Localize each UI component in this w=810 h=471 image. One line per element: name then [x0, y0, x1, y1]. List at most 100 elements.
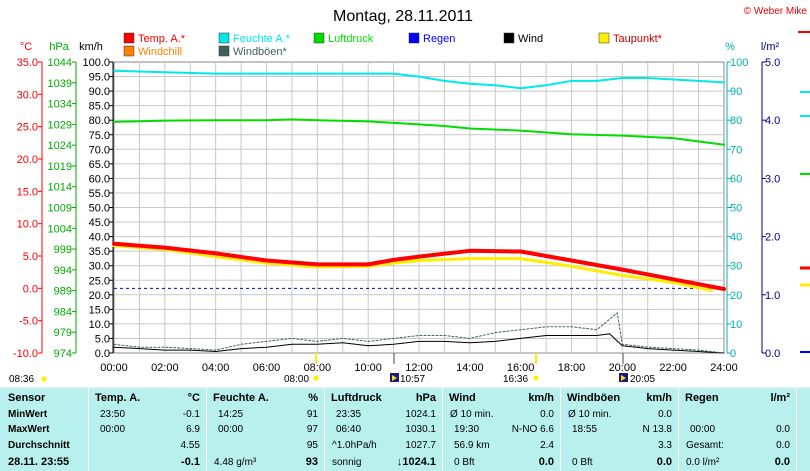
stats-cell: 0 Bft	[454, 457, 475, 468]
stats-cell: 6.9	[186, 424, 200, 435]
stats-cell: 2.4	[540, 440, 554, 451]
sun-icon-3	[533, 375, 539, 381]
moonset-label: 20:05	[630, 374, 655, 385]
stats-col-header: Feuchte A.	[213, 392, 269, 404]
stats-col-unit: %	[308, 392, 318, 404]
stats-cell: 1030.1	[405, 424, 436, 435]
series-layer	[112, 69, 726, 354]
stats-row-label: MinWert	[8, 409, 48, 420]
stats-cell: 0.0	[656, 456, 672, 468]
stats-col-header: Luftdruck	[331, 392, 382, 404]
pressure-tick-label: 989	[54, 286, 72, 298]
series-taupunkt	[112, 244, 713, 292]
wind-tick-label: 40.0	[89, 232, 110, 244]
stats-cell: Gesamt:	[686, 440, 724, 451]
stats-col-unit: °C	[187, 392, 200, 404]
series-feuchte-a	[113, 69, 725, 90]
stats-cell: ↓1024.1	[396, 456, 436, 468]
wind-tick-label: 90.0	[89, 86, 110, 98]
stats-cell: 1024.1	[405, 409, 436, 420]
stats-col-header: Wind	[449, 392, 476, 404]
stats-cell: 19:30	[454, 424, 480, 435]
rain-tick-label: 1.0	[765, 290, 780, 302]
pressure-tick-label: 984	[54, 306, 72, 318]
stats-cell: 97	[306, 424, 318, 435]
x-tick-label: 22:00	[659, 362, 687, 374]
temp-tick-label: 0.0	[23, 283, 38, 295]
legend-swatch	[598, 32, 610, 44]
legend-label: Windböen*	[233, 46, 288, 58]
legend-label: Luftdruck	[328, 33, 374, 45]
stats-cell: 93	[305, 456, 318, 468]
x-tick-label: 20:00	[609, 362, 637, 374]
pressure-tick-label: 1044	[48, 57, 72, 69]
wind-tick-label: 50.0	[89, 203, 110, 215]
stats-cell: N 13.8	[642, 424, 672, 435]
stats-cell: 0.0	[776, 424, 790, 435]
x-tick-label: 24:00	[710, 362, 738, 374]
stats-cell: 23:35	[336, 409, 362, 420]
pressure-tick-label: 1004	[48, 223, 72, 235]
temp-tick-label: -5.0	[19, 316, 38, 328]
stats-cell: 0.0	[774, 456, 790, 468]
legend-label: Temp. A.*	[138, 33, 186, 45]
sunrise-label: 08:36	[9, 374, 34, 385]
sunset-label: 16:36	[503, 374, 528, 385]
wind-tick-label: 70.0	[89, 144, 110, 156]
wind-tick-label: 55.0	[89, 188, 110, 200]
legend-swatch	[313, 32, 325, 44]
series-wind	[113, 333, 725, 354]
pressure-tick-label: 1019	[48, 161, 72, 173]
pressure-tick-label: 1029	[48, 119, 72, 131]
legend-label: Feuchte A.*	[233, 33, 291, 45]
x-tick-label: 16:00	[507, 362, 535, 374]
legend-label: Windchill	[138, 46, 182, 58]
statistics-panel: Sensor MinWert MaxWert Durchschnitt 28.1…	[0, 389, 810, 471]
stats-cell: 00:00	[100, 424, 126, 435]
rain-tick-label: 0.0	[765, 348, 780, 360]
x-tick-label: 18:00	[558, 362, 586, 374]
stats-cell: 4.55	[180, 440, 200, 451]
stats-cell: N-NO 6.6	[511, 424, 554, 435]
legend-label: Wind	[518, 33, 543, 45]
legend-label: Taupunkt*	[613, 33, 663, 45]
rain-tick-label: 5.0	[765, 57, 780, 69]
humidity-tick-label: 40	[730, 232, 742, 244]
stats-cell: 14:25	[218, 409, 244, 420]
stats-row-label: Sensor	[8, 392, 46, 404]
stats-col-unit: km/h	[646, 392, 672, 404]
rain-tick-label: 4.0	[765, 115, 780, 127]
temp-tick-label: 10.0	[17, 219, 38, 231]
moonset-icon-glyph	[621, 375, 626, 381]
stats-separator	[88, 389, 89, 471]
legend-swatch	[123, 32, 135, 44]
pressure-tick-label: 979	[54, 327, 72, 339]
stats-cell: 23:50	[100, 409, 126, 420]
wind-tick-label: 85.0	[89, 101, 110, 113]
stats-cell: 95	[306, 440, 318, 451]
stats-separator	[796, 389, 797, 471]
x-tick-label: 04:00	[202, 362, 230, 374]
stats-col-unit: l/m²	[770, 392, 790, 404]
daylight-start-label: 08:00	[284, 374, 309, 385]
pressure-tick-label: 1024	[48, 140, 72, 152]
sun-icon-2	[313, 375, 319, 381]
humidity-tick-label: 60	[730, 173, 742, 185]
stats-separator	[324, 389, 325, 471]
x-tick-label: 00:00	[100, 362, 128, 374]
legend-swatch	[218, 32, 230, 44]
x-tick-label: 06:00	[253, 362, 281, 374]
humidity-tick-label: 80	[730, 115, 742, 127]
rain-tick-label: 3.0	[765, 173, 780, 185]
x-tick-label: 14:00	[456, 362, 484, 374]
stats-cell: 3.3	[658, 440, 672, 451]
series-luftdruck	[113, 118, 725, 146]
wind-tick-label: 80.0	[89, 115, 110, 127]
stats-col-header: Windböen	[567, 392, 621, 404]
wind-tick-label: 30.0	[89, 261, 110, 273]
stats-col-header: Temp. A.	[95, 392, 141, 404]
rain-tick-label: 2.0	[765, 232, 780, 244]
stats-cell: Ø 10 min.	[568, 409, 612, 420]
x-tick-label: 08:00	[304, 362, 332, 374]
stats-cell: 06:40	[336, 424, 362, 435]
